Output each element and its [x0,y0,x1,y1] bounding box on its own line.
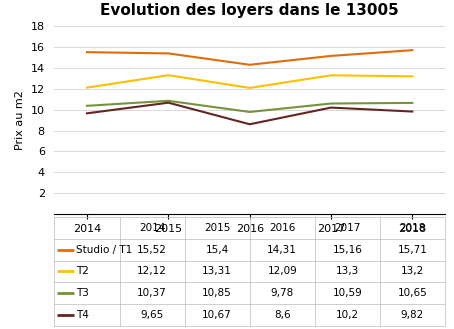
Text: 8,6: 8,6 [274,310,291,320]
Text: 13,3: 13,3 [336,266,359,276]
Text: 10,59: 10,59 [332,288,362,298]
Text: 10,2: 10,2 [336,310,359,320]
Text: 12,12: 12,12 [137,266,167,276]
Text: 14,31: 14,31 [267,245,297,255]
Text: 13,2: 13,2 [401,266,424,276]
Text: T4: T4 [76,310,89,320]
Text: 15,71: 15,71 [397,245,427,255]
Text: 9,78: 9,78 [271,288,294,298]
Text: 10,67: 10,67 [202,310,232,320]
Text: 9,82: 9,82 [401,310,424,320]
Text: 9,65: 9,65 [140,310,164,320]
Y-axis label: Prix au m2: Prix au m2 [15,90,25,150]
Text: 2016: 2016 [269,223,296,233]
Title: Evolution des loyers dans le 13005: Evolution des loyers dans le 13005 [100,3,399,18]
Text: 15,52: 15,52 [137,245,167,255]
Text: 12,09: 12,09 [267,266,297,276]
Text: 10,85: 10,85 [202,288,232,298]
Text: T3: T3 [76,288,89,298]
Text: 13,31: 13,31 [202,266,232,276]
Text: 15,16: 15,16 [332,245,362,255]
Text: 10,37: 10,37 [137,288,167,298]
Text: 15,4: 15,4 [206,245,229,255]
Text: 10,65: 10,65 [398,288,427,298]
Text: Studio / T1: Studio / T1 [76,245,132,255]
Text: 2015: 2015 [204,223,230,233]
Text: 2017: 2017 [334,223,360,233]
Text: 2014: 2014 [139,223,165,233]
Text: 2018: 2018 [399,223,425,233]
Text: T2: T2 [76,266,89,276]
